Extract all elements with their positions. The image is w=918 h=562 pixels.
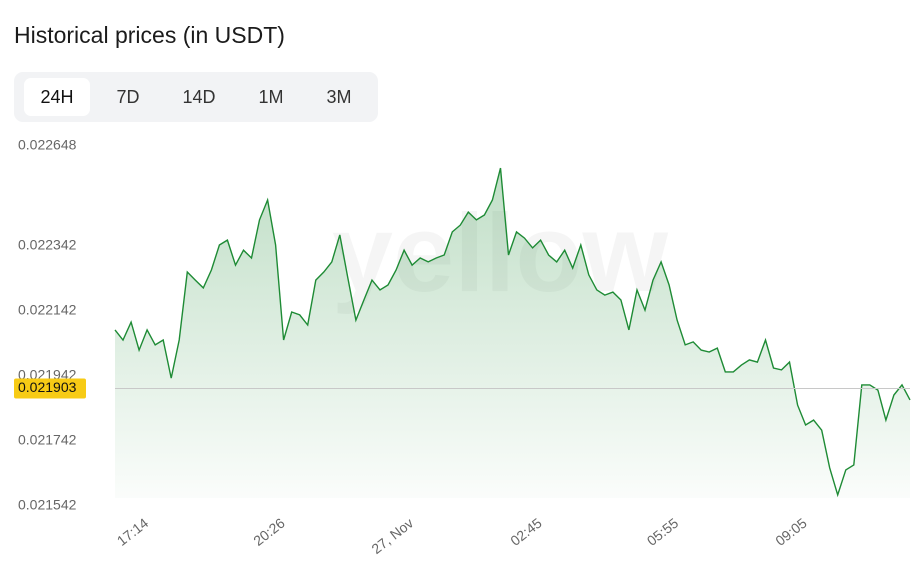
x-tick-label: 27, Nov — [368, 515, 416, 557]
y-tick-label: 0.022342 — [18, 236, 77, 252]
current-price-badge — [14, 378, 86, 399]
x-tick-label: 02:45 — [507, 515, 545, 549]
price-line — [114, 167, 911, 498]
x-tick-label: 05:55 — [644, 515, 682, 549]
y-tick-label: 0.022142 — [18, 301, 77, 317]
y-tick-label: 0.022648 — [18, 137, 77, 153]
y-tick-label: 0.021742 — [18, 432, 77, 448]
x-tick-label: 17:14 — [114, 515, 152, 549]
tab[interactable]: 24H — [40, 87, 73, 107]
tab[interactable]: 1M — [258, 87, 283, 107]
area-fill — [115, 168, 910, 498]
tab[interactable]: 14D — [182, 87, 215, 107]
tab[interactable]: 3M — [326, 87, 351, 107]
x-tick-label: 09:05 — [772, 515, 810, 549]
page-title: Historical prices (in USDT) — [14, 22, 285, 48]
tab[interactable]: 7D — [116, 87, 139, 107]
tab-active-bg[interactable] — [24, 78, 90, 116]
current-price-label: 0.021903 — [18, 379, 77, 395]
tab-bar — [14, 72, 378, 122]
x-tick-label: 20:26 — [250, 515, 288, 549]
y-tick-label: 0.021542 — [18, 497, 77, 513]
